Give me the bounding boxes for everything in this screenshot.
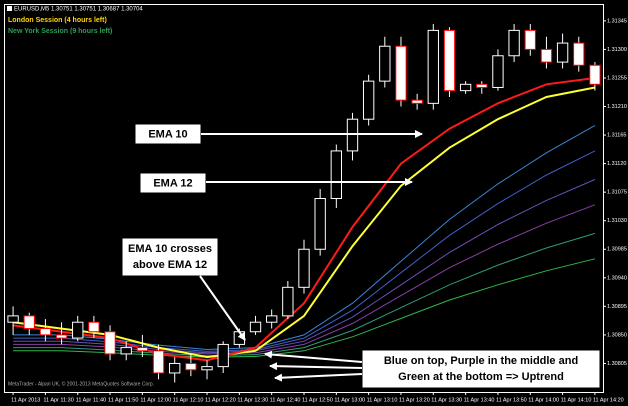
candle-body [152, 350, 165, 374]
candle-body [55, 334, 68, 339]
candle-body [266, 315, 278, 323]
x-tick-label: 11 Apr 12:20 [205, 397, 236, 403]
y-tick-label: 1.30805 [607, 361, 627, 367]
candle-body [427, 29, 439, 104]
x-tick-label: 11 Apr 13:00 [334, 397, 365, 403]
candle-body [201, 366, 213, 371]
candle-body [39, 328, 52, 336]
candle-body [395, 45, 407, 101]
candle-body [443, 29, 456, 92]
annotation: Blue on top, Purple in the middle and [384, 355, 578, 367]
candle-body [23, 315, 35, 330]
arrow [199, 275, 246, 341]
y-tick-label: 1.31120 [607, 161, 626, 167]
candle-body [169, 362, 181, 374]
annotation: EMA 10 [148, 128, 187, 140]
candle-body [120, 347, 132, 355]
y-tick-label: 1.30895 [607, 304, 627, 310]
y-tick-label: 1.31075 [607, 190, 627, 196]
watermark: MetaTrader - Alpari UK, © 2001-2013 Meta… [8, 380, 154, 387]
x-tick-label: 11 Apr 14:00 [528, 397, 559, 403]
candle-body [379, 45, 391, 82]
candle-body [330, 150, 342, 199]
x-tick-label: 11 Apr 11:40 [76, 397, 106, 403]
title-icon [7, 6, 12, 11]
candle-body [217, 343, 229, 368]
candle-body [411, 99, 423, 104]
candle-body [508, 29, 520, 57]
candle-body [314, 198, 326, 250]
x-tick-label: 11 Apr 12:50 [302, 397, 333, 403]
x-tick-label: 11 Apr 12:10 [173, 397, 204, 403]
candle-body [492, 55, 504, 88]
candle-body [104, 331, 116, 355]
arrow [274, 373, 363, 382]
candle-body [282, 286, 294, 317]
chart-title: EURUSD,M5 1.30751 1.30751 1.30687 1.3070… [14, 7, 143, 13]
candle-body [298, 248, 310, 288]
candle-body [136, 347, 149, 352]
arrow [264, 350, 363, 363]
y-tick-label: 1.30850 [607, 332, 627, 338]
annotation: EMA 12 [153, 177, 192, 189]
session-label: New York Session (9 hours left) [8, 28, 112, 35]
candle-body [459, 83, 472, 92]
candle-body [185, 362, 197, 371]
x-tick-label: 11 Apr 11:30 [43, 397, 73, 403]
y-tick-label: 1.31345 [607, 18, 627, 24]
x-tick-label: 11 Apr 13:10 [367, 397, 398, 403]
annotation: EMA 10 crosses [128, 243, 212, 255]
candle-body [72, 321, 84, 339]
overlay: EURUSD,M5 1.30751 1.30751 1.30687 1.3070… [7, 6, 601, 389]
x-tick-label: 11 Apr 14:10 [561, 397, 592, 403]
candle-body [7, 315, 19, 323]
x-tick-label: 11 Apr 2013 [11, 397, 40, 403]
y-tick-label: 1.30985 [607, 247, 627, 253]
x-tick-label: 11 Apr 13:30 [431, 397, 462, 403]
candle-body [524, 29, 536, 50]
x-tick-label: 11 Apr 11:50 [108, 397, 138, 403]
candle-body [589, 64, 601, 85]
arrow [269, 362, 363, 371]
y-tick-label: 1.31255 [607, 75, 627, 81]
annotation-box [361, 349, 601, 389]
x-tick-label: 11 Apr 13:50 [496, 397, 527, 403]
x-tick-label: 11 Apr 12:40 [270, 397, 301, 403]
annotation: Green at the bottom => Uptrend [398, 371, 564, 383]
candle-body [556, 42, 569, 63]
y-tick-label: 1.30940 [607, 275, 627, 281]
candle-body [476, 83, 488, 88]
annotation: above EMA 12 [133, 259, 207, 271]
x-tick-label: 11 Apr 14:20 [593, 397, 624, 403]
annotation-box [121, 237, 219, 277]
candle-body [362, 80, 375, 120]
y-tick-label: 1.31165 [607, 133, 626, 139]
candle-body [346, 118, 359, 152]
x-tick-label: 11 Apr 12:00 [140, 397, 171, 403]
y-tick-label: 1.31210 [607, 104, 627, 110]
candle-body [573, 42, 585, 66]
plot-area: 1.30805 1.30850 1.30895 1.30940 1.30985 1.310… [7, 18, 627, 403]
candle-body [249, 321, 262, 333]
x-tick-label: 11 Apr 13:40 [464, 397, 495, 403]
y-tick-label: 1.31300 [607, 47, 627, 53]
x-tick-label: 11 Apr 12:30 [237, 397, 268, 403]
x-tick-label: 11 Apr 13:20 [399, 397, 430, 403]
candle-body [540, 48, 553, 63]
y-tick-label: 1.31030 [607, 218, 627, 224]
candle-body [88, 321, 100, 333]
session-label: London Session (4 hours left) [8, 17, 107, 24]
